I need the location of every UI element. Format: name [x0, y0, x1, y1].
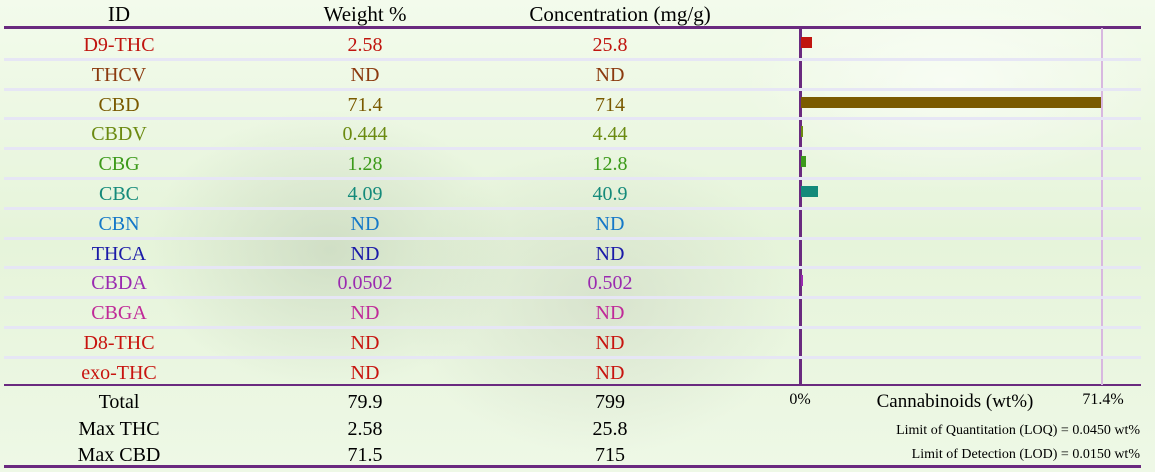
cell-id: CBDA	[91, 272, 147, 295]
chart-max-line	[1101, 28, 1103, 385]
cell-weight: 2.58	[347, 34, 383, 56]
row-divider	[4, 147, 1141, 151]
row-divider	[4, 177, 1141, 180]
max-thc-weight: 2.58	[347, 418, 383, 440]
header-rule	[4, 26, 1141, 29]
bar-cbc	[801, 186, 819, 197]
row-divider	[4, 236, 1141, 240]
bar-cbd	[801, 96, 1101, 108]
cell-concentration: 25.8	[592, 34, 628, 56]
cell-concentration: 0.502	[587, 272, 633, 295]
max-thc-label: Max THC	[78, 418, 160, 440]
total-weight: 79.9	[347, 391, 383, 413]
cell-weight: ND	[350, 302, 380, 325]
header-weight: Weight %	[323, 2, 407, 26]
cell-concentration: ND	[595, 302, 625, 325]
cell-id: D9-THC	[83, 34, 155, 56]
cell-weight: ND	[350, 332, 380, 354]
cell-concentration: 40.9	[592, 183, 628, 205]
cell-id: D8-THC	[83, 332, 155, 354]
bar-cbdv	[801, 126, 803, 138]
cell-concentration: ND	[595, 212, 625, 235]
total-label: Total	[98, 391, 140, 413]
header-id: ID	[107, 2, 131, 26]
cell-weight: 0.444	[342, 123, 388, 146]
row-divider	[4, 57, 1141, 61]
chart-axis	[799, 28, 802, 385]
cell-weight: ND	[350, 361, 380, 384]
cell-id: THCA	[91, 242, 147, 265]
cell-weight: ND	[350, 63, 380, 86]
cell-concentration: ND	[595, 63, 625, 86]
cell-id: exo-THC	[81, 361, 157, 384]
cell-weight: 0.0502	[337, 272, 393, 295]
table-bottom-rule	[4, 384, 1141, 386]
total-concentration: 799	[595, 391, 625, 413]
cell-id: CBDV	[91, 123, 147, 146]
max-cbd-label: Max CBD	[77, 444, 161, 466]
footer-rule	[4, 465, 1141, 468]
row-divider	[4, 355, 1141, 359]
bar-cbg	[801, 156, 807, 168]
lod-note: Limit of Detection (LOD) = 0.0150 wt%	[911, 447, 1140, 462]
cell-concentration: 12.8	[592, 153, 628, 176]
row-divider	[4, 117, 1141, 121]
cell-id: CBG	[98, 153, 140, 176]
chart-title: Cannabinoids (wt%)	[876, 391, 1034, 412]
cell-weight: ND	[350, 212, 380, 235]
max-cbd-concentration: 715	[595, 444, 625, 466]
cell-id: THCV	[91, 63, 147, 86]
cell-concentration: ND	[595, 242, 625, 265]
cell-id: CBN	[98, 212, 140, 235]
row-divider	[4, 206, 1141, 210]
loq-note: Limit of Quantitation (LOQ) = 0.0450 wt%	[896, 423, 1140, 438]
chart-x-max-label: 71.4%	[1082, 391, 1124, 408]
cell-id: CBGA	[91, 302, 147, 325]
bar-d9-thc	[801, 37, 812, 48]
cell-id: CBD	[98, 93, 140, 116]
cell-concentration: 714	[595, 93, 625, 116]
cell-weight: 4.09	[347, 183, 383, 205]
cell-concentration: ND	[595, 332, 625, 354]
cell-weight: 71.4	[347, 93, 383, 116]
cell-id: CBC	[98, 183, 140, 205]
chart-x-min-label: 0%	[789, 391, 811, 408]
cell-weight: 1.28	[347, 153, 383, 176]
row-divider	[4, 326, 1141, 329]
cell-weight: ND	[350, 242, 380, 265]
row-divider	[4, 266, 1141, 270]
bar-cbda	[801, 275, 803, 287]
max-thc-concentration: 25.8	[592, 418, 628, 440]
cell-concentration: ND	[595, 361, 625, 384]
row-divider	[4, 87, 1141, 91]
header-concentration: Concentration (mg/g)	[529, 2, 711, 26]
row-divider	[4, 296, 1141, 300]
cell-concentration: 4.44	[592, 123, 628, 146]
max-cbd-weight: 71.5	[347, 444, 383, 466]
